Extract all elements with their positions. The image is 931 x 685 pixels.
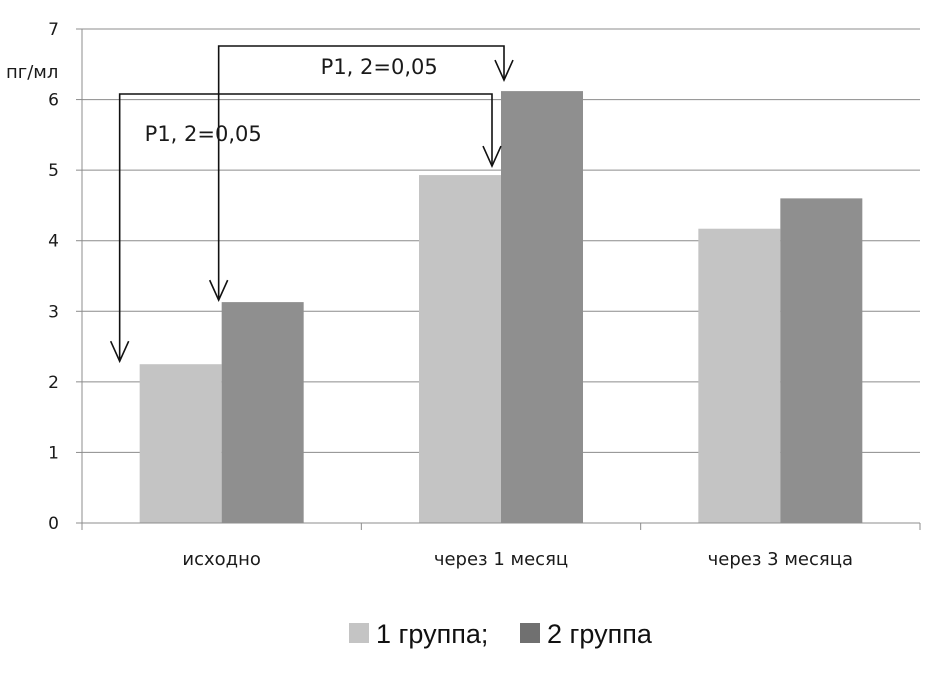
arrow-head [109,340,130,364]
legend-swatch [520,623,540,643]
y-tick-label: 6 [48,91,59,111]
significance-bracket [118,93,493,362]
arrow-head [494,59,514,83]
bar-series-2 [221,302,304,523]
x-category-label: через 1 месяц [434,549,568,570]
bars [139,91,863,524]
x-category-label: через 3 месяца [708,549,853,570]
legend: 1 группа; 2 группа [349,619,653,649]
y-tick-label: 4 [48,232,59,252]
y-unit-label: пг/мл [6,62,58,83]
bar-series-2 [780,198,863,523]
bar-series-1 [419,175,501,523]
axes: 0 1 2 3 4 5 6 7 исходно через 1 месяц через 3 меся… [48,20,921,570]
y-tick-label: 3 [48,302,59,322]
bar-series-1 [139,364,222,523]
legend-label: 2 группа [547,619,653,649]
x-category-label: исходно [182,549,261,570]
legend-label: 1 группа; [376,619,488,649]
y-tick-label: 1 [48,443,59,463]
y-tick-label: 5 [48,161,59,181]
significance-label: P1, 2=0,05 [321,55,438,79]
bar-series-1 [698,228,781,523]
arrow-head [208,279,229,303]
legend-swatch [349,623,369,643]
significance-label: P1, 2=0,05 [145,122,262,146]
arrow-head [482,145,502,169]
y-tick-label: 7 [48,20,59,40]
bar-series-2 [501,91,583,524]
annotations: P1, 2=0,05 P1, 2=0,05 [109,45,514,364]
significance-bracket [217,45,505,301]
y-tick-label: 2 [48,373,59,393]
y-tick-label: 0 [48,514,59,534]
